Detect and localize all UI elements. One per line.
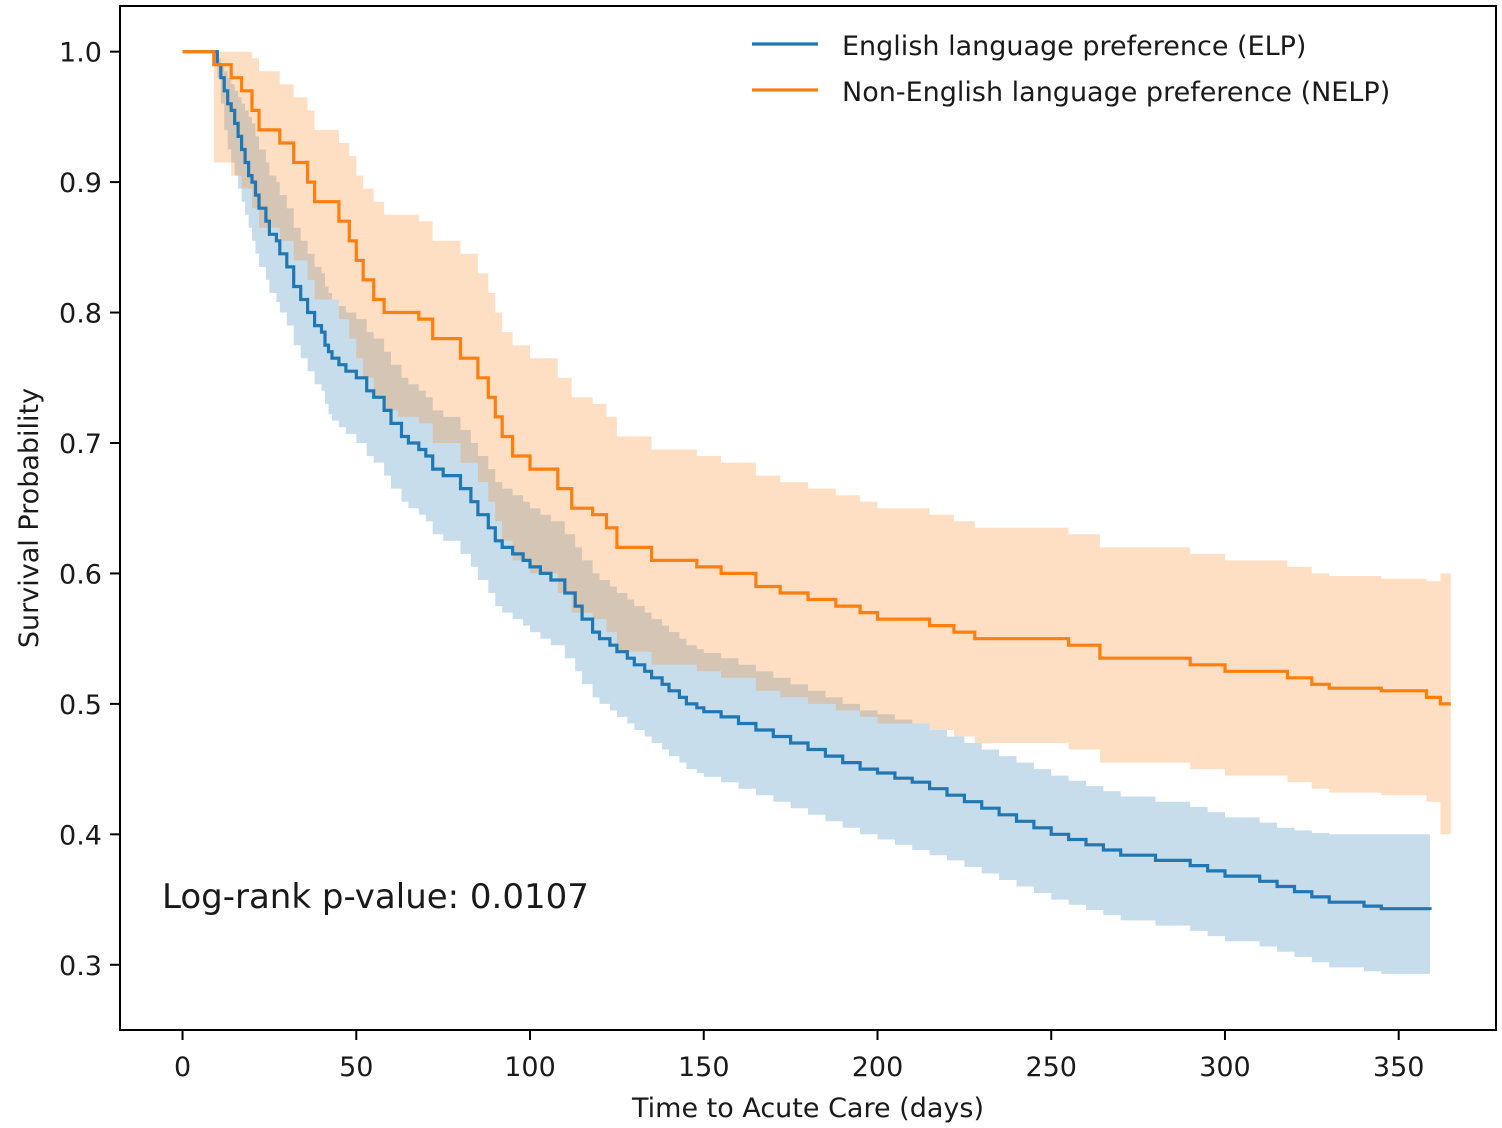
y-tick-label: 0.3 [59, 951, 102, 982]
y-tick-label: 0.9 [59, 168, 102, 199]
y-tick-label: 0.6 [59, 559, 102, 590]
survival-line-elp [182, 50, 1432, 911]
y-tick-label: 1.0 [59, 38, 102, 69]
y-axis-ticks: 0.3 0.4 0.5 0.6 0.7 0.8 0.9 1.0 [59, 38, 120, 982]
y-tick-label: 0.8 [59, 299, 102, 330]
y-tick-label: 0.4 [59, 820, 102, 851]
x-axis-label: Time to Acute Care (days) [631, 1093, 984, 1124]
x-tick-label: 100 [504, 1052, 556, 1083]
x-tick-label: 200 [852, 1052, 904, 1083]
x-tick-label: 150 [678, 1052, 730, 1083]
y-axis-label: Survival Probability [14, 388, 45, 648]
confidence-band-nelp [182, 51, 1451, 854]
legend: English language preference (ELP) Non-Eng… [752, 31, 1390, 108]
x-tick-label: 300 [1199, 1052, 1251, 1083]
x-tick-label: 250 [1025, 1052, 1077, 1083]
log-rank-annotation: Log-rank p-value: 0.0107 [162, 877, 589, 917]
x-axis-ticks: 0 50 100 150 200 250 300 350 [174, 1030, 1425, 1083]
x-tick-label: 50 [339, 1052, 373, 1083]
survival-lines [182, 50, 1451, 911]
confidence-bands [182, 51, 1451, 985]
legend-label-elp: English language preference (ELP) [842, 31, 1306, 62]
y-tick-label: 0.5 [59, 690, 102, 721]
x-tick-label: 350 [1373, 1052, 1425, 1083]
x-tick-label: 0 [174, 1052, 191, 1083]
plot-frame [119, 5, 1497, 1031]
survival-line-nelp [182, 50, 1451, 706]
y-tick-label: 0.7 [59, 429, 102, 460]
legend-label-nelp: Non-English language preference (NELP) [842, 77, 1390, 108]
